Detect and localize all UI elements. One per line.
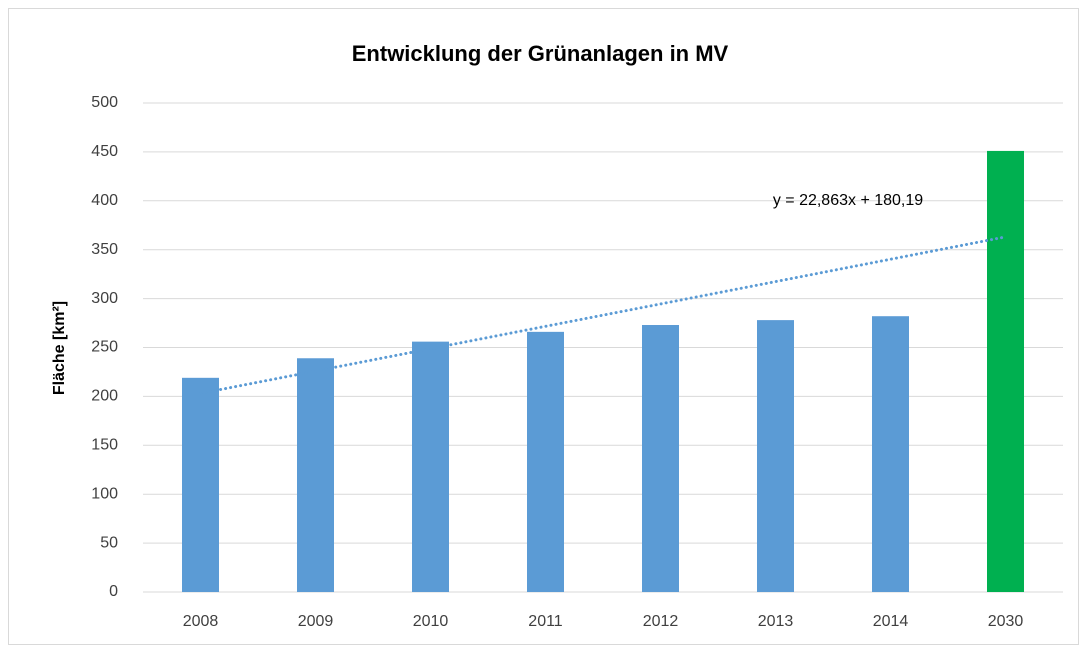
y-tick-label: 0 <box>109 583 118 600</box>
x-tick-label: 2012 <box>643 613 679 630</box>
x-tick-label: 2009 <box>298 613 334 630</box>
y-tick-label: 300 <box>91 290 118 307</box>
bar <box>297 358 334 592</box>
y-tick-label: 150 <box>91 437 118 454</box>
trendline-label: y = 22,863x + 180,19 <box>773 192 923 209</box>
bar <box>987 150 1024 592</box>
y-tick-label: 250 <box>91 339 118 356</box>
bar <box>527 331 564 592</box>
y-tick-label: 50 <box>100 534 118 551</box>
x-tick-label: 2011 <box>528 613 563 630</box>
y-axis-label: Fläche [km²] <box>51 301 68 395</box>
x-tick-label: 2030 <box>988 613 1024 630</box>
bar <box>182 377 219 592</box>
y-tick-label: 400 <box>91 192 118 209</box>
y-tick-label: 500 <box>91 94 118 111</box>
x-tick-label: 2008 <box>183 613 219 630</box>
bar <box>757 320 794 592</box>
trendline <box>199 235 1007 395</box>
bar <box>412 341 449 592</box>
y-tick-label: 100 <box>91 485 118 502</box>
y-tick-label: 450 <box>91 143 118 160</box>
x-tick-label: 2014 <box>873 613 909 630</box>
bar <box>642 325 679 592</box>
x-tick-label: 2013 <box>758 613 794 630</box>
chart-title: Entwicklung der Grünanlagen in MV <box>352 41 729 66</box>
bar <box>872 316 909 592</box>
y-tick-label: 350 <box>91 241 118 258</box>
x-tick-label: 2010 <box>413 613 449 630</box>
y-tick-label: 200 <box>91 388 118 405</box>
